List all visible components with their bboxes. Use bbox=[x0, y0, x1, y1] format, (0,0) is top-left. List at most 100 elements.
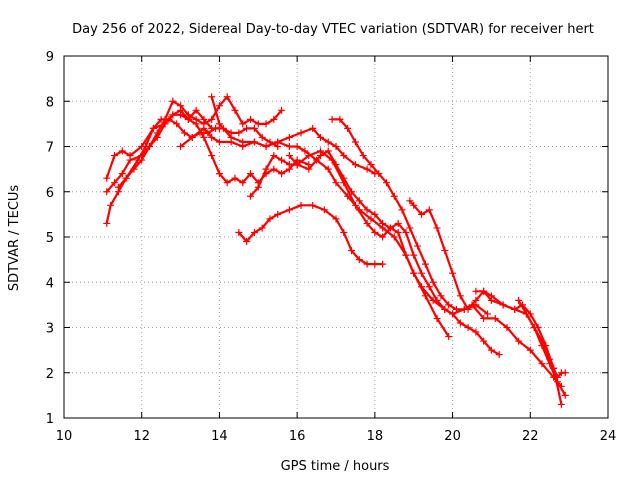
data-point bbox=[402, 251, 410, 259]
data-point bbox=[355, 256, 363, 264]
series-line bbox=[249, 149, 501, 356]
series-line bbox=[288, 149, 450, 338]
data-point bbox=[456, 319, 464, 327]
x-tick-label: 16 bbox=[289, 429, 306, 444]
data-point bbox=[250, 228, 258, 236]
data-point bbox=[305, 165, 313, 173]
data-point bbox=[223, 179, 231, 187]
data-point bbox=[538, 360, 546, 368]
x-tick-label: 24 bbox=[600, 429, 617, 444]
data-point bbox=[561, 391, 569, 399]
data-point bbox=[441, 305, 449, 313]
data-point bbox=[359, 152, 367, 160]
data-point bbox=[215, 138, 223, 146]
data-point bbox=[138, 156, 146, 164]
data-point bbox=[103, 219, 111, 227]
data-point bbox=[351, 161, 359, 169]
data-point bbox=[293, 143, 301, 150]
data-point bbox=[270, 152, 278, 160]
data-point bbox=[324, 147, 332, 155]
data-point bbox=[208, 133, 216, 141]
data-point bbox=[227, 133, 235, 141]
series-arc-8 bbox=[247, 147, 503, 359]
data-point bbox=[177, 106, 185, 114]
data-point bbox=[344, 124, 352, 132]
data-point bbox=[437, 292, 445, 300]
data-point bbox=[223, 93, 231, 101]
data-point bbox=[472, 296, 480, 304]
data-point bbox=[371, 260, 379, 268]
x-tick-label: 22 bbox=[522, 429, 539, 444]
data-point bbox=[402, 228, 410, 236]
data-point bbox=[495, 351, 503, 359]
data-point bbox=[254, 183, 262, 191]
data-point bbox=[491, 314, 499, 322]
data-point bbox=[332, 215, 340, 223]
data-point bbox=[192, 120, 200, 128]
data-point bbox=[332, 161, 340, 169]
data-point bbox=[262, 165, 270, 173]
series-arc-12 bbox=[472, 287, 565, 408]
series-arc-5 bbox=[177, 124, 379, 178]
series-line bbox=[331, 118, 563, 388]
data-point bbox=[367, 161, 375, 169]
data-point bbox=[285, 206, 293, 214]
data-point bbox=[180, 129, 188, 137]
data-point bbox=[383, 179, 391, 187]
data-point bbox=[316, 152, 324, 160]
data-point bbox=[118, 147, 126, 155]
data-point bbox=[149, 124, 157, 132]
data-series bbox=[103, 93, 569, 408]
data-point bbox=[328, 115, 336, 123]
x-tick-label: 14 bbox=[211, 429, 228, 444]
data-point bbox=[340, 174, 348, 182]
y-axis-label: SDTVAR / TECUs bbox=[7, 185, 22, 292]
data-point bbox=[118, 170, 126, 178]
series-arc-13 bbox=[515, 296, 569, 381]
series-arc-4 bbox=[114, 106, 313, 191]
data-point bbox=[480, 337, 488, 345]
y-tick-label: 8 bbox=[46, 95, 54, 110]
data-point bbox=[231, 106, 239, 114]
data-point bbox=[336, 115, 344, 123]
data-point bbox=[480, 287, 488, 295]
data-point bbox=[445, 333, 453, 341]
data-point bbox=[340, 152, 348, 160]
data-point bbox=[212, 124, 220, 132]
data-point bbox=[561, 369, 569, 377]
data-point bbox=[406, 197, 414, 205]
data-point bbox=[247, 115, 255, 123]
series-arc-3 bbox=[103, 115, 282, 227]
data-point bbox=[111, 152, 119, 160]
data-point bbox=[262, 120, 270, 128]
data-point bbox=[394, 219, 402, 227]
data-point bbox=[511, 305, 519, 313]
data-point bbox=[351, 201, 359, 209]
data-point bbox=[351, 138, 359, 146]
data-point bbox=[169, 97, 177, 105]
data-point bbox=[200, 124, 208, 132]
data-point bbox=[363, 260, 371, 268]
data-point bbox=[309, 124, 317, 132]
data-point bbox=[301, 147, 309, 155]
y-axis-tick-labels: 1 2 3 4 5 6 7 8 9 bbox=[46, 50, 54, 427]
data-point bbox=[103, 174, 111, 182]
data-point bbox=[472, 328, 480, 336]
x-tick-label: 12 bbox=[133, 429, 150, 444]
series-arc-10 bbox=[328, 115, 565, 390]
data-point bbox=[421, 260, 429, 268]
data-point bbox=[371, 228, 379, 236]
data-point bbox=[425, 206, 433, 214]
data-point bbox=[332, 143, 340, 150]
data-point bbox=[472, 287, 480, 295]
data-point bbox=[285, 161, 293, 169]
data-point bbox=[429, 278, 437, 286]
y-tick-label: 6 bbox=[46, 186, 54, 201]
data-point bbox=[348, 247, 356, 255]
data-point bbox=[371, 210, 379, 218]
axis-ticks bbox=[63, 55, 609, 419]
data-point bbox=[274, 138, 282, 146]
data-point bbox=[208, 115, 216, 123]
data-point bbox=[394, 228, 402, 236]
data-point bbox=[449, 269, 457, 277]
